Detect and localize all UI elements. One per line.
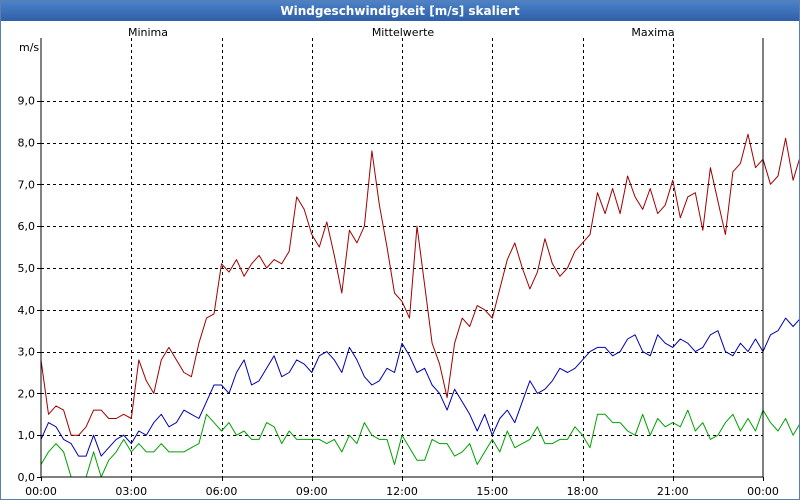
y-tick-label: 5,0 <box>18 262 36 275</box>
y-tick-label: 0,0 <box>18 471 36 484</box>
x-tick-time: 18:00 <box>567 485 599 498</box>
x-tick-time: 00:00 <box>747 485 779 498</box>
x-tick-time: 12:00 <box>386 485 418 498</box>
y-tick-label: 6,0 <box>18 220 36 233</box>
y-tick-label: 2,0 <box>18 387 36 400</box>
legend-maxima: Maxima <box>631 26 674 39</box>
y-tick-label: 7,0 <box>18 178 36 191</box>
grid-lines <box>41 38 763 477</box>
y-tick-label: 4,0 <box>18 304 36 317</box>
x-tick-time: 15:00 <box>476 485 508 498</box>
series-line-mittelwerte <box>40 317 799 457</box>
series-line-minima <box>40 409 799 478</box>
chart-title: Windgeschwindigkeit [m/s] skaliert <box>1 1 799 21</box>
series-group <box>40 133 799 478</box>
chart-area: 0,0 1,0 2,0 3,0 4,0 5,0 6,0 7,0 8,0 9,0 00:0022.0… <box>18 26 799 498</box>
y-tick-label: 8,0 <box>18 137 36 150</box>
legend-mittelwerte: Mittelwerte <box>372 26 435 39</box>
y-axis-label: m/s <box>19 41 39 54</box>
x-tick-time: 09:00 <box>296 485 328 498</box>
x-tick-time: 00:00 <box>25 485 57 498</box>
x-tick-time: 03:00 <box>115 485 147 498</box>
series-line-maxima <box>40 133 799 436</box>
y-tick-labels: 0,0 1,0 2,0 3,0 4,0 5,0 6,0 7,0 8,0 9,0 <box>18 95 41 484</box>
x-tick-time: 21:00 <box>657 485 689 498</box>
y-tick-label: 1,0 <box>18 429 36 442</box>
y-tick-label: 9,0 <box>18 95 36 108</box>
x-tick-labels: 00:0022.06.1303:0022.06.1306:0022.06.130… <box>25 477 779 498</box>
x-tick-time: 06:00 <box>206 485 238 498</box>
legend-minima: Minima <box>128 26 168 39</box>
y-tick-label: 3,0 <box>18 346 36 359</box>
